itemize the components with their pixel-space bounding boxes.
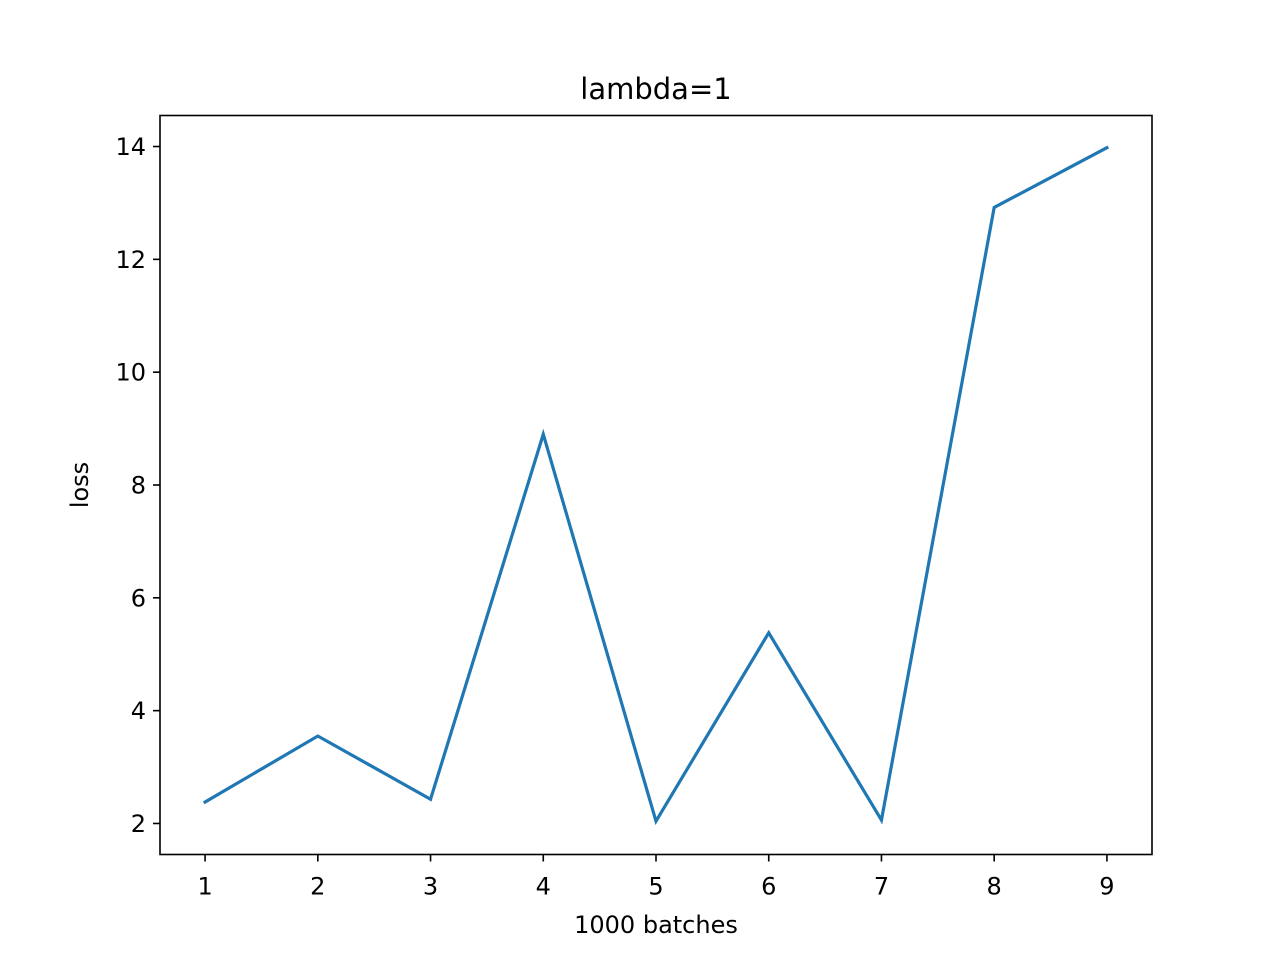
x-tick-label: 8 xyxy=(987,873,1002,901)
x-tick-label: 6 xyxy=(761,873,776,901)
y-tick-label: 2 xyxy=(131,810,146,838)
chart-title: lambda=1 xyxy=(580,72,731,106)
x-axis: 1 2 3 4 5 6 7 8 9 xyxy=(197,854,1115,901)
y-tick-label: 14 xyxy=(115,133,146,161)
x-tick-label: 1 xyxy=(197,873,212,901)
x-tick-label: 5 xyxy=(648,873,663,901)
x-tick-label: 7 xyxy=(874,873,889,901)
y-tick-label: 8 xyxy=(131,472,146,500)
y-axis-label: loss xyxy=(66,462,94,508)
x-tick-label: 3 xyxy=(423,873,438,901)
x-tick-label: 4 xyxy=(536,873,551,901)
plot-area xyxy=(202,145,1110,826)
y-tick-label: 4 xyxy=(131,697,146,725)
x-tick-label: 2 xyxy=(310,873,325,901)
y-tick-label: 12 xyxy=(115,246,146,274)
series-line xyxy=(202,145,1110,826)
x-axis-label: 1000 batches xyxy=(574,911,738,939)
y-tick-label: 6 xyxy=(131,584,146,612)
y-tick-label: 10 xyxy=(115,359,146,387)
x-tick-label: 9 xyxy=(1099,873,1114,901)
y-axis: 2 4 6 8 10 12 14 xyxy=(115,133,160,838)
